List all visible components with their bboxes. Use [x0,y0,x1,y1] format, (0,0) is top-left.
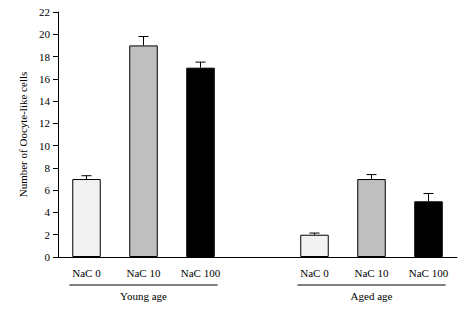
svg-text:NaC 100: NaC 100 [409,267,449,279]
svg-text:10: 10 [39,140,51,152]
svg-text:NaC 0: NaC 0 [300,267,329,279]
svg-text:NaC 100: NaC 100 [181,267,221,279]
svg-text:20: 20 [39,28,51,40]
svg-text:8: 8 [45,162,51,174]
svg-text:14: 14 [39,95,51,107]
svg-text:2: 2 [45,229,51,241]
svg-text:6: 6 [45,184,51,196]
svg-text:0: 0 [45,251,51,263]
svg-text:22: 22 [39,6,50,18]
svg-text:Aged age: Aged age [351,290,393,302]
svg-text:Young age: Young age [120,290,167,302]
svg-text:16: 16 [39,73,51,85]
svg-text:12: 12 [39,117,50,129]
svg-text:4: 4 [45,206,51,218]
svg-text:Number of Oocyte-like cells: Number of Oocyte-like cells [17,72,29,198]
svg-text:NaC 10: NaC 10 [127,267,161,279]
svg-text:NaC 0: NaC 0 [72,267,101,279]
svg-text:NaC 10: NaC 10 [355,267,389,279]
svg-text:18: 18 [39,51,51,63]
